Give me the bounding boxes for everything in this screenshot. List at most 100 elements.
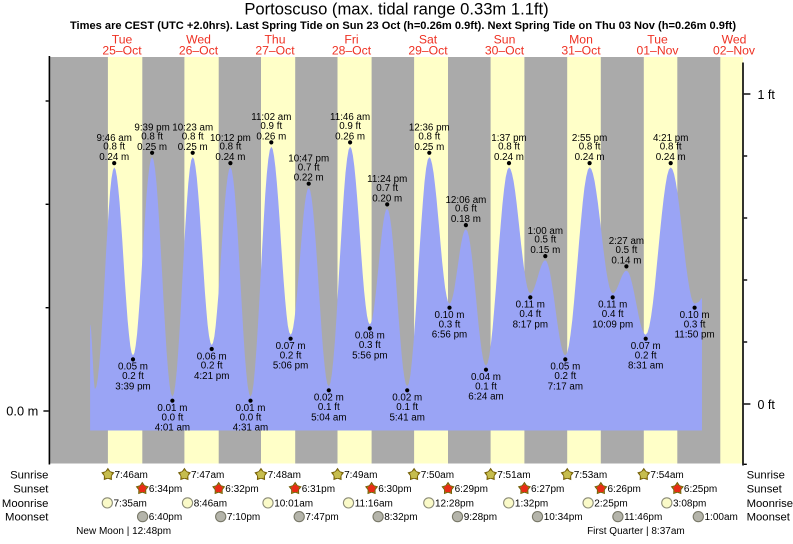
- svg-text:10:09 pm: 10:09 pm: [592, 319, 633, 330]
- svg-text:0.01 m: 0.01 m: [157, 403, 187, 414]
- svg-text:0.7 ft: 0.7 ft: [376, 183, 398, 194]
- svg-text:9:46 am: 9:46 am: [96, 133, 131, 144]
- svg-text:7:47pm: 7:47pm: [305, 512, 338, 523]
- svg-text:3:08pm: 3:08pm: [673, 498, 706, 509]
- svg-text:26–Oct: 26–Oct: [179, 43, 219, 57]
- svg-text:0.10 m: 0.10 m: [680, 310, 710, 321]
- svg-text:2:55 pm: 2:55 pm: [572, 133, 607, 144]
- svg-text:0.8 ft: 0.8 ft: [418, 131, 440, 142]
- svg-text:0.1 ft: 0.1 ft: [475, 381, 497, 392]
- svg-text:6:56 pm: 6:56 pm: [432, 330, 467, 341]
- svg-text:0.24 m: 0.24 m: [215, 152, 245, 163]
- svg-text:11:46pm: 11:46pm: [624, 512, 662, 523]
- svg-text:4:31 am: 4:31 am: [233, 423, 268, 434]
- svg-text:7:53am: 7:53am: [574, 470, 607, 481]
- svg-text:12:36 pm: 12:36 pm: [409, 123, 450, 134]
- svg-text:25–Oct: 25–Oct: [102, 43, 142, 57]
- svg-text:0.08 m: 0.08 m: [355, 331, 385, 342]
- svg-text:0.2 ft: 0.2 ft: [554, 371, 576, 382]
- svg-text:0.15 m: 0.15 m: [530, 245, 560, 256]
- svg-text:7:10pm: 7:10pm: [227, 512, 260, 523]
- svg-text:7:54am: 7:54am: [650, 470, 683, 481]
- svg-text:0.24 m: 0.24 m: [99, 152, 129, 163]
- svg-text:6:40pm: 6:40pm: [149, 512, 182, 523]
- svg-text:Sunset: Sunset: [13, 484, 49, 496]
- svg-text:8:17 pm: 8:17 pm: [513, 319, 548, 330]
- svg-text:0.9 ft: 0.9 ft: [339, 121, 361, 132]
- svg-text:0.07 m: 0.07 m: [276, 341, 306, 352]
- svg-text:11:16am: 11:16am: [355, 498, 393, 509]
- svg-text:0.07 m: 0.07 m: [631, 341, 661, 352]
- svg-text:6:29pm: 6:29pm: [455, 484, 488, 495]
- svg-text:Moonrise: Moonrise: [2, 498, 48, 510]
- svg-text:0.14 m: 0.14 m: [611, 255, 641, 266]
- svg-text:Fri: Fri: [344, 32, 358, 46]
- svg-text:7:47am: 7:47am: [191, 470, 224, 481]
- svg-text:10:12 pm: 10:12 pm: [210, 133, 251, 144]
- svg-text:3:39 pm: 3:39 pm: [115, 381, 150, 392]
- svg-text:0.24 m: 0.24 m: [656, 152, 686, 163]
- svg-text:5:06 pm: 5:06 pm: [273, 361, 308, 372]
- svg-text:0.26 m: 0.26 m: [256, 131, 286, 142]
- svg-text:Thu: Thu: [264, 32, 285, 46]
- svg-text:5:56 pm: 5:56 pm: [352, 350, 387, 361]
- svg-text:0.22 m: 0.22 m: [294, 173, 324, 184]
- svg-text:Moonrise: Moonrise: [747, 498, 793, 510]
- svg-text:10:23 am: 10:23 am: [172, 123, 213, 134]
- svg-text:7:50am: 7:50am: [421, 470, 454, 481]
- svg-text:0.05 m: 0.05 m: [550, 362, 580, 373]
- svg-text:Tue: Tue: [647, 32, 668, 46]
- svg-text:6:26pm: 6:26pm: [608, 484, 641, 495]
- svg-text:Wed: Wed: [186, 32, 211, 46]
- svg-text:9:39 pm: 9:39 pm: [134, 123, 169, 134]
- svg-text:0.02 m: 0.02 m: [392, 393, 422, 404]
- svg-text:Wed: Wed: [722, 32, 747, 46]
- svg-text:6:27pm: 6:27pm: [531, 484, 564, 495]
- svg-text:New Moon | 12:48pm: New Moon | 12:48pm: [76, 526, 171, 537]
- svg-text:0.6 ft: 0.6 ft: [455, 204, 477, 215]
- svg-text:Mon: Mon: [569, 32, 593, 46]
- svg-text:11:02 am: 11:02 am: [251, 112, 291, 123]
- svg-text:8:31 am: 8:31 am: [628, 361, 663, 372]
- svg-text:0.2 ft: 0.2 ft: [635, 350, 657, 361]
- svg-text:30–Oct: 30–Oct: [485, 43, 525, 57]
- svg-text:0.01 m: 0.01 m: [236, 403, 266, 414]
- svg-text:Moonset: Moonset: [5, 512, 49, 524]
- svg-text:0.3 ft: 0.3 ft: [359, 340, 381, 351]
- svg-text:1:32pm: 1:32pm: [515, 498, 548, 509]
- svg-text:0.05 m: 0.05 m: [118, 362, 148, 373]
- svg-text:0.1 ft: 0.1 ft: [396, 402, 418, 413]
- svg-text:First Quarter | 8:37am: First Quarter | 8:37am: [587, 526, 685, 537]
- svg-text:0.8 ft: 0.8 ft: [103, 142, 125, 153]
- svg-text:0.7 ft: 0.7 ft: [298, 162, 320, 173]
- svg-text:0.11 m: 0.11 m: [598, 300, 627, 311]
- svg-text:4:01 am: 4:01 am: [155, 423, 190, 434]
- svg-text:4:21 pm: 4:21 pm: [653, 133, 688, 144]
- svg-text:0.25 m: 0.25 m: [137, 142, 167, 153]
- svg-text:5:41 am: 5:41 am: [389, 412, 424, 423]
- svg-text:0.06 m: 0.06 m: [197, 351, 227, 362]
- svg-text:0.3 ft: 0.3 ft: [439, 319, 461, 330]
- svg-text:Sunset: Sunset: [747, 484, 783, 496]
- svg-text:11:50 pm: 11:50 pm: [675, 330, 715, 341]
- svg-text:0.24 m: 0.24 m: [494, 152, 524, 163]
- svg-text:0.8 ft: 0.8 ft: [220, 142, 242, 153]
- svg-text:11:24 pm: 11:24 pm: [367, 174, 407, 185]
- svg-text:1:37 pm: 1:37 pm: [491, 133, 526, 144]
- svg-text:7:17 am: 7:17 am: [548, 381, 583, 392]
- svg-text:0.5 ft: 0.5 ft: [616, 245, 638, 256]
- svg-text:12:28pm: 12:28pm: [435, 498, 474, 509]
- svg-text:0.24 m: 0.24 m: [575, 152, 605, 163]
- svg-text:Portoscuso (max. tidal range 0: Portoscuso (max. tidal range 0.33m 1.1ft…: [244, 0, 548, 18]
- svg-text:10:34pm: 10:34pm: [544, 512, 583, 523]
- svg-text:02–Nov: 02–Nov: [713, 43, 756, 57]
- svg-text:1 ft: 1 ft: [758, 88, 776, 102]
- svg-text:Sun: Sun: [494, 32, 516, 46]
- svg-text:10:47 pm: 10:47 pm: [288, 154, 329, 165]
- svg-text:2:25pm: 2:25pm: [594, 498, 627, 509]
- svg-text:12:06 am: 12:06 am: [445, 195, 486, 206]
- svg-text:0.9 ft: 0.9 ft: [260, 121, 282, 132]
- svg-text:0.4 ft: 0.4 ft: [602, 309, 624, 320]
- svg-text:0.0 ft: 0.0 ft: [162, 412, 184, 423]
- svg-text:7:35am: 7:35am: [114, 498, 147, 509]
